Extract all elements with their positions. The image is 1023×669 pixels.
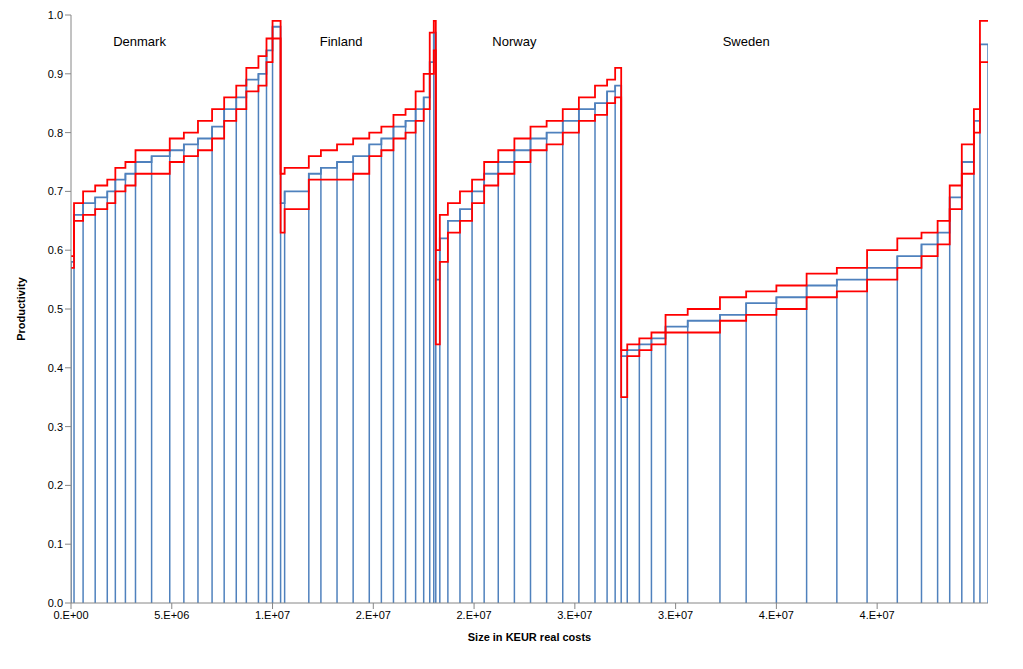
svg-text:3.E+07: 3.E+07 (557, 609, 592, 621)
svg-text:0.6: 0.6 (48, 244, 63, 256)
svg-text:1.0: 1.0 (48, 9, 63, 21)
svg-text:0.3: 0.3 (48, 421, 63, 433)
svg-text:0.8: 0.8 (48, 127, 63, 139)
svg-text:Norway: Norway (492, 34, 537, 49)
svg-text:0.1: 0.1 (48, 538, 63, 550)
svg-text:4.E+07: 4.E+07 (759, 609, 794, 621)
svg-text:5.E+06: 5.E+06 (154, 609, 189, 621)
svg-text:Size in KEUR real costs: Size in KEUR real costs (468, 631, 592, 643)
svg-text:Denmark: Denmark (113, 34, 166, 49)
svg-text:3.E+07: 3.E+07 (658, 609, 693, 621)
svg-text:2.E+07: 2.E+07 (456, 609, 491, 621)
svg-text:0.2: 0.2 (48, 479, 63, 491)
svg-text:0.E+00: 0.E+00 (53, 609, 88, 621)
svg-text:0.4: 0.4 (48, 362, 63, 374)
svg-text:2.E+07: 2.E+07 (356, 609, 391, 621)
svg-text:Finland: Finland (320, 34, 363, 49)
svg-text:Productivity: Productivity (15, 276, 27, 340)
svg-text:Sweden: Sweden (723, 34, 770, 49)
svg-text:4.E+07: 4.E+07 (860, 609, 895, 621)
svg-text:1.E+07: 1.E+07 (255, 609, 290, 621)
svg-text:0.9: 0.9 (48, 68, 63, 80)
svg-text:0.5: 0.5 (48, 303, 63, 315)
svg-text:0.7: 0.7 (48, 185, 63, 197)
svg-text:0.0: 0.0 (48, 597, 63, 609)
